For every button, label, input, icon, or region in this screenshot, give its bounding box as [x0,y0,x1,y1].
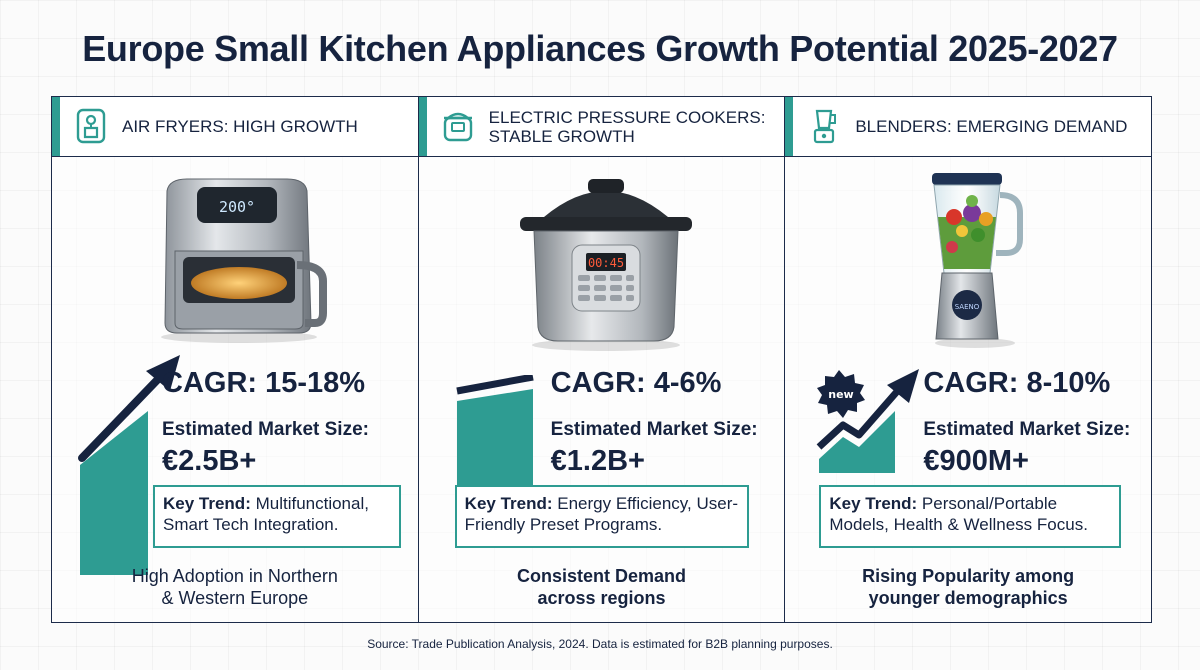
header-accent-bar [52,97,60,156]
blender-brand: SAENO [955,303,980,311]
pressure-cooker-display: 00:45 [588,256,624,270]
panels-container: AIR FRYERS: HIGH GROWTH 200° [51,96,1152,623]
source-note: Source: Trade Publication Analysis, 2024… [367,637,833,651]
cagr-value: CAGR: 15-18% [162,367,366,399]
key-trend-text: Multifunctional, Smart Tech Integration. [163,494,369,534]
pressure-cooker-image: 00:45 [519,179,692,351]
panel-header: BLENDERS: EMERGING DEMAND [785,97,1152,157]
footer-line-2: across regions [537,588,666,608]
market-size-value: €1.2B+ [550,445,645,477]
panel-footer: Consistent Demand across regions [419,565,785,609]
footer-line-1: Rising Popularity among [862,566,1075,586]
panel-footer: Rising Popularity among younger demograp… [785,565,1151,609]
market-size-label: Estimated Market Size: [162,419,369,440]
cagr-value: CAGR: 8-10% [923,367,1111,399]
key-trend-box: Key Trend: Personal/Portable Models, Hea… [819,485,1122,548]
key-trend-label: Key Trend: [163,494,251,513]
growth-chart-blenders: new [816,369,920,473]
market-size-label: Estimated Market Size: [550,419,758,440]
panel-blenders: BLENDERS: EMERGING DEMAND SAENO [785,97,1152,622]
air-fryer-icon [76,108,106,144]
new-badge: new [817,370,866,418]
panel-footer: High Adoption in Northern & Western Euro… [52,565,418,609]
blender-icon [814,109,837,144]
footer-line-1: Consistent Demand [516,566,687,586]
air-fryer-image: 200° [161,178,327,343]
market-size-value: €900M+ [923,445,1029,477]
key-trend-text: Energy Efficiency, User-Friendly Preset … [464,494,739,534]
new-badge-label: new [829,388,854,401]
key-trend-box: Key Trend: Energy Efficiency, User-Frien… [454,485,749,548]
panel-header: AIR FRYERS: HIGH GROWTH [52,97,418,157]
air-fryer-display: 200° [219,198,255,216]
panel-heading: ELECTRIC PRESSURE COOKERS: STABLE GROWTH [488,107,766,146]
market-size-value: €2.5B+ [162,445,257,477]
page-title: Europe Small Kitchen Appliances Growth P… [82,28,1118,69]
header-accent-bar [418,97,427,156]
cagr-value: CAGR: 4-6% [550,367,722,399]
pressure-cooker-icon [443,112,472,142]
panel-heading: BLENDERS: EMERGING DEMAND [855,117,1128,136]
key-trend-box: Key Trend: Multifunctional, Smart Tech I… [153,485,401,548]
panel-heading: AIR FRYERS: HIGH GROWTH [122,117,358,136]
panel-header: ELECTRIC PRESSURE COOKERS: STABLE GROWTH [418,97,785,157]
panel-air-fryers: AIR FRYERS: HIGH GROWTH 200° [52,97,419,622]
growth-chart-pressure-cookers [456,375,534,485]
blender-image: SAENO [932,173,1024,348]
market-size-label: Estimated Market Size: [923,419,1131,440]
key-trend-text: Personal/Portable Models, Health & Welln… [829,494,1088,534]
panel-pressure-cookers: ELECTRIC PRESSURE COOKERS: STABLE GROWTH… [418,97,786,622]
growth-chart-air-fryers [78,355,180,575]
footer-line-2: younger demographics [868,588,1068,608]
key-trend-label: Key Trend: [464,494,553,513]
key-trend-label: Key Trend: [829,494,918,513]
header-accent-bar [785,97,794,156]
footer-line-1: High Adoption in Northern [131,566,338,586]
footer-line-2: & Western Europe [161,588,309,608]
